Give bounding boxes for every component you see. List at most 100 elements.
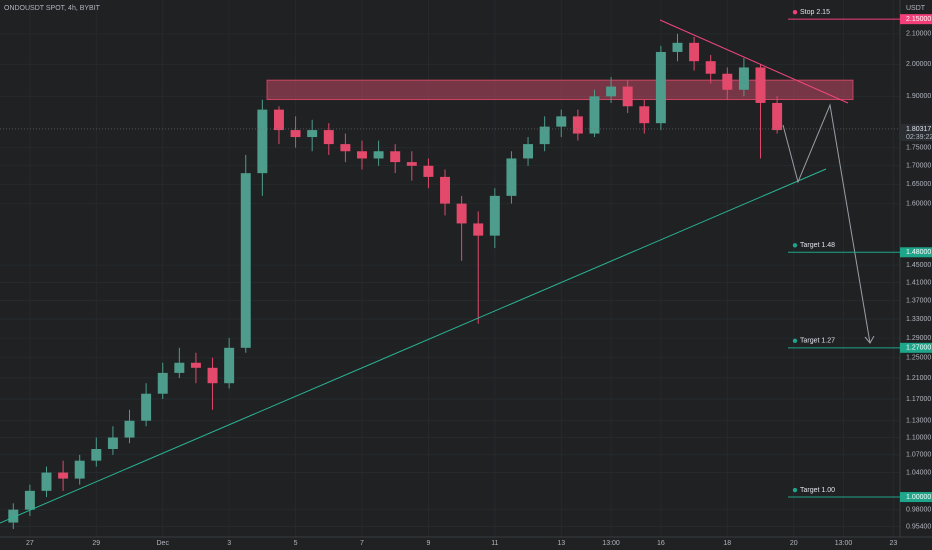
y-tick-label: 1.07000: [906, 452, 931, 459]
level-price-tag: [900, 247, 932, 258]
zone-layer: [266, 79, 854, 101]
candle-body: [323, 130, 334, 145]
level-price-label: 1.48000: [906, 249, 931, 256]
chart-title: ONDOUSDT SPOT, 4h, BYBIT: [4, 5, 101, 12]
candle-body: [473, 223, 484, 236]
level-annotation: Stop 2.15: [800, 9, 830, 16]
x-tick-label: 13:00: [835, 540, 853, 547]
x-tick-label: 3: [227, 540, 231, 547]
level-price-tag: [900, 14, 932, 25]
candle-body: [257, 109, 268, 174]
y-tick-label: 1.37000: [906, 297, 931, 304]
candle-body: [190, 362, 201, 368]
candle-body: [755, 67, 766, 103]
candle-body: [572, 116, 583, 134]
y-tick-label: 1.90000: [906, 93, 931, 100]
x-tick-label: 16: [657, 540, 665, 547]
x-tick-label: 13:00: [602, 540, 620, 547]
y-tick-label: 1.25000: [906, 355, 931, 362]
resistance-trendline: [659, 19, 849, 104]
level-icon: [792, 9, 798, 15]
candle-body: [307, 130, 318, 138]
grid: [0, 0, 900, 537]
candle-body: [672, 42, 683, 52]
candle-body: [639, 106, 650, 124]
current-price-label: 1.80317: [906, 126, 931, 133]
price-axis: [900, 0, 932, 550]
y-tick-label: 1.60000: [906, 200, 931, 207]
level-price-label: 1.00000: [906, 494, 931, 501]
level-annotation: Target 1.27: [800, 338, 835, 345]
candle-body: [772, 102, 783, 131]
x-tick-label: 29: [92, 540, 100, 547]
y-tick-label: 1.04000: [906, 469, 931, 476]
level-price-label: 2.15000: [906, 16, 931, 23]
x-tick-label: Dec: [157, 540, 170, 547]
candle-body: [207, 367, 218, 384]
candle-body: [406, 162, 417, 166]
candle-body: [74, 460, 85, 479]
candle-body: [273, 109, 284, 131]
supply-zone: [266, 79, 854, 101]
candle-body: [722, 73, 733, 90]
candle-body: [340, 144, 351, 152]
level-icon: [792, 487, 798, 493]
candle-body: [290, 130, 301, 138]
y-tick-label: 1.10000: [906, 434, 931, 441]
candle-body: [606, 86, 617, 97]
y-tick-label: 0.98000: [906, 506, 931, 513]
y-tick-label: 2.00000: [906, 61, 931, 68]
candle-body: [655, 51, 666, 124]
candle-body: [58, 472, 69, 479]
candle-body: [91, 448, 102, 461]
candle-body: [506, 158, 517, 196]
candle-body: [174, 362, 185, 373]
level-annotation: Target 1.00: [800, 487, 835, 494]
candle-body: [390, 151, 401, 163]
candle-body: [41, 472, 52, 491]
candle-body: [539, 126, 550, 145]
level-price-tag: [900, 492, 932, 503]
candle-body: [373, 151, 384, 159]
y-tick-label: 1.17000: [906, 396, 931, 403]
x-tick-label: 27: [26, 540, 34, 547]
candle-body: [622, 86, 633, 107]
y-tick-label: 1.65000: [906, 181, 931, 188]
level-price-label: 1.27000: [906, 345, 931, 352]
level-icon: [792, 243, 798, 248]
current-price-tag: [900, 123, 932, 141]
x-tick-label: 20: [790, 540, 798, 547]
x-tick-label: 9: [426, 540, 430, 547]
candle-body: [705, 61, 716, 74]
candle-body: [141, 393, 152, 421]
candle-body: [489, 195, 500, 236]
candle-body: [589, 96, 600, 134]
currency-label: USDT: [906, 5, 926, 12]
y-tick-label: 1.13000: [906, 418, 931, 425]
candle-body: [556, 116, 567, 127]
y-tick-label: 1.29000: [906, 335, 931, 342]
projection-path: [782, 103, 871, 344]
y-tick-label: 1.70000: [906, 163, 931, 170]
x-tick-label: 18: [723, 540, 731, 547]
support-trendline: [0, 168, 827, 524]
y-tick-label: 0.95400: [906, 523, 931, 530]
level-icon: [792, 338, 798, 344]
candles: [8, 33, 783, 530]
projection-arrowhead: [864, 335, 875, 344]
candle-body: [738, 67, 749, 90]
y-tick-label: 1.33000: [906, 316, 931, 323]
candle-body: [456, 203, 467, 224]
candle-body: [107, 437, 118, 449]
candle-body: [24, 490, 35, 510]
candle-body: [157, 372, 168, 394]
candle-body: [440, 176, 450, 204]
level-price-tag: [900, 342, 932, 353]
candle-body: [224, 347, 235, 384]
y-tick-label: 1.21000: [906, 375, 931, 382]
x-tick-label: 13: [557, 540, 565, 547]
